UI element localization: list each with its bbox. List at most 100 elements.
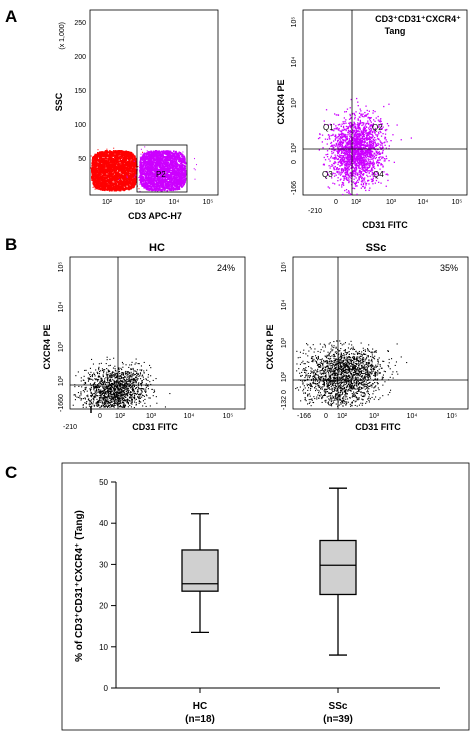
cd3-positive-event: [153, 173, 155, 175]
plot-a1-y-ticks: 50 100 150 200 250: [74, 20, 86, 163]
cd3-negative-event: [111, 177, 113, 179]
cd3-negative-event: [99, 185, 101, 187]
cd3-positive-event: [139, 157, 142, 160]
cd3-positive-event: [167, 167, 169, 169]
cd3-positive-event: [171, 161, 173, 163]
cd3-positive-event: [147, 177, 149, 180]
cd3-positive-event: [160, 150, 163, 153]
cd3-negative-event: [99, 151, 101, 153]
cd3-positive-event: [150, 167, 153, 169]
cd3-positive-event: [158, 187, 161, 189]
cd3-negative-event: [120, 184, 123, 186]
cd3-positive-event: [141, 181, 143, 184]
cd3-positive-event: [144, 165, 147, 167]
cd3-negative-event: [98, 152, 101, 155]
cd3-negative-event: [102, 155, 104, 158]
cd3-negative-event: [110, 185, 112, 187]
cd3-negative-event: [125, 172, 128, 175]
cd3-positive-event: [184, 158, 186, 161]
tang-event: [385, 155, 387, 157]
cd3-negative-event: [120, 171, 123, 174]
cd3-negative-event: [142, 151, 143, 153]
tang-event: [338, 184, 340, 186]
cd3-negative-event: [125, 164, 127, 166]
cd3-positive-event: [152, 163, 155, 166]
cd3-positive-event: [193, 168, 195, 170]
cd3-negative-event: [105, 153, 107, 155]
cd3-positive-event: [134, 176, 136, 178]
cd3-positive-event: [174, 168, 176, 170]
cd3-positive-event: [150, 153, 152, 156]
cd3-negative-event: [122, 158, 124, 160]
cd3-positive-event: [176, 163, 179, 166]
tang-event: [328, 187, 331, 189]
cd3-positive-event: [147, 161, 150, 163]
cd3-negative-event: [125, 158, 127, 160]
cd3-negative-event: [114, 189, 117, 192]
cd3-positive-event: [176, 179, 178, 181]
tang-event: [338, 127, 340, 130]
cd3-negative-event: [107, 172, 109, 175]
cd3-negative-event: [112, 163, 114, 165]
cd3-positive-event: [171, 168, 174, 170]
cd3-positive-event: [167, 164, 169, 166]
cd3-negative-event: [120, 159, 123, 162]
cd3-negative-event: [121, 174, 124, 176]
cd3-positive-event: [151, 160, 153, 162]
cd3-positive-event: [154, 187, 157, 189]
cd3-negative-event: [109, 187, 111, 190]
cd3-positive-event: [151, 153, 153, 156]
cd3-positive-event: [164, 156, 166, 158]
cd3-positive-event: [170, 189, 173, 192]
cd3-positive-event: [154, 172, 156, 174]
cd3-positive-event: [157, 187, 159, 190]
cd3-negative-event: [120, 171, 122, 173]
cd3-positive-event: [150, 166, 153, 169]
cd3-negative-event: [107, 188, 109, 190]
cd3-positive-event: [146, 176, 148, 178]
cd3-negative-event: [122, 169, 125, 171]
cd3-positive-event: [157, 189, 159, 192]
cd3-negative-event: [123, 182, 125, 185]
cd3-positive-event: [160, 164, 161, 166]
cd3-negative-event: [103, 166, 105, 168]
cd3-positive-event: [160, 184, 163, 186]
cd3-negative-event: [94, 179, 96, 181]
cd3-positive-event: [171, 170, 174, 173]
cd3-negative-event: [95, 155, 97, 157]
cd3-negative-event: [116, 150, 119, 152]
cd3-negative-event: [104, 188, 107, 190]
cd3-positive-event: [146, 156, 149, 159]
cd3-positive-event: [196, 164, 197, 166]
cd3-positive-event: [168, 164, 171, 166]
cd3-positive-event: [140, 148, 142, 150]
cd3-positive-event: [156, 158, 158, 160]
cd3-positive-event: [166, 162, 169, 164]
cd3-positive-event: [182, 181, 184, 184]
cd3-negative-event: [129, 172, 131, 175]
cd3-positive-event: [184, 178, 187, 181]
cd3-negative-event: [130, 161, 132, 164]
cd3-positive-event: [177, 188, 179, 190]
cd3-negative-event: [97, 185, 99, 187]
cd3-positive-event: [150, 151, 152, 153]
cd3-positive-event: [174, 172, 177, 175]
cd3-positive-event: [151, 186, 153, 189]
cd3-negative-event: [127, 172, 130, 174]
cd3-negative-event: [125, 151, 128, 153]
cd3-positive-event: [140, 179, 143, 182]
cd3-positive-event: [160, 189, 162, 192]
cd3-negative-event: [105, 151, 108, 153]
cd3-positive-event: [146, 168, 149, 171]
cd3-positive-event: [142, 180, 144, 182]
cd3-negative-event: [124, 172, 126, 174]
cd3-positive-event: [174, 157, 177, 160]
cd3-positive-event: [184, 176, 186, 178]
cd3-negative-event: [121, 182, 124, 185]
cd3-positive-event: [162, 156, 164, 158]
cd3-negative-event: [117, 188, 120, 190]
cd3-positive-event: [159, 161, 161, 163]
cd3-negative-event: [113, 154, 116, 157]
cd3-positive-event: [166, 181, 169, 183]
cd3-negative-event: [120, 170, 122, 172]
